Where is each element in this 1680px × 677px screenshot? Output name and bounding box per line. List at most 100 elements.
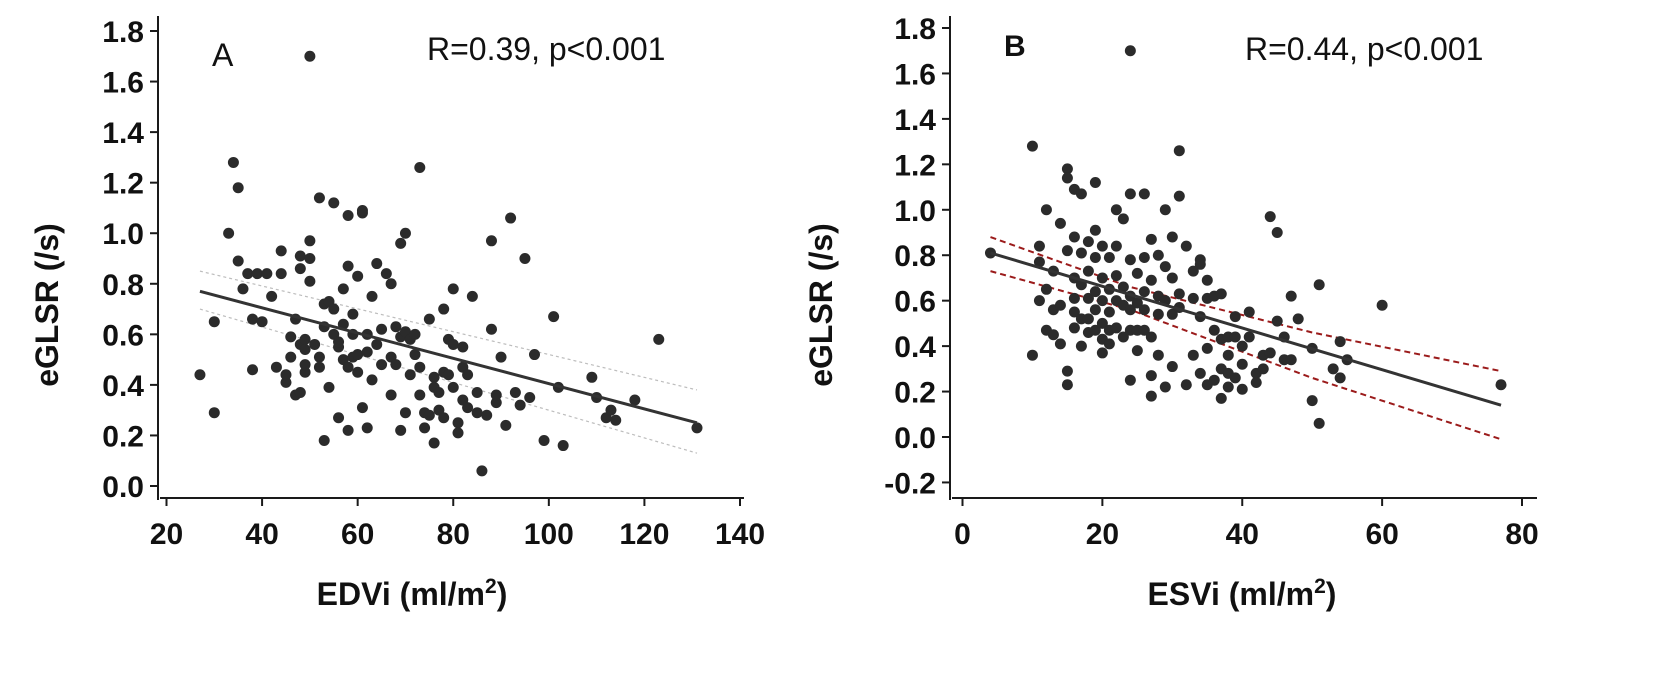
x-axis-title-b-sup: 2 xyxy=(1314,575,1326,598)
data-point-a xyxy=(447,283,459,295)
data-point-b xyxy=(1124,254,1136,266)
data-point-a xyxy=(342,210,354,222)
data-point-b xyxy=(1054,217,1066,229)
data-point-a xyxy=(404,369,416,381)
data-point-b xyxy=(1250,376,1262,388)
x-axis-title-b-main: ESVi (ml/m xyxy=(1148,576,1315,612)
data-point-a xyxy=(390,321,402,333)
data-point-b xyxy=(1201,274,1213,286)
data-point-b xyxy=(1173,288,1185,300)
data-point-b xyxy=(1068,231,1080,243)
data-point-b xyxy=(1187,349,1199,361)
y-tick-label-a: 0.8 xyxy=(102,269,144,302)
data-point-b xyxy=(1131,297,1143,309)
data-point-a xyxy=(304,275,316,287)
data-point-a xyxy=(270,361,282,373)
x-tick-label-b: 0 xyxy=(954,518,971,551)
data-point-b xyxy=(1061,172,1073,184)
data-point-a xyxy=(466,290,478,302)
data-point-a xyxy=(232,255,244,267)
data-point-b xyxy=(1096,317,1108,329)
data-point-b xyxy=(1145,390,1157,402)
data-point-a xyxy=(423,313,435,325)
data-point-b xyxy=(1026,140,1038,152)
data-point-b xyxy=(1159,204,1171,216)
data-point-a xyxy=(538,435,550,446)
data-point-b xyxy=(1271,315,1283,327)
data-point-b xyxy=(1159,261,1171,273)
data-point-b xyxy=(1054,338,1066,350)
data-point-b xyxy=(1208,324,1220,336)
data-point-b xyxy=(1033,295,1045,307)
x-axis-title-a-sup: 2 xyxy=(485,575,497,598)
data-point-b xyxy=(1033,256,1045,268)
data-point-b xyxy=(1187,292,1199,304)
data-point-a xyxy=(548,311,560,323)
data-point-b xyxy=(1124,188,1136,200)
data-point-a xyxy=(342,361,354,373)
data-point-b xyxy=(1054,299,1066,311)
data-point-a xyxy=(247,364,259,376)
data-point-b xyxy=(1131,345,1143,357)
data-point-b xyxy=(1138,251,1150,263)
data-point-a xyxy=(313,361,325,373)
data-point-b xyxy=(1166,231,1178,243)
data-point-a xyxy=(223,227,235,239)
data-point-b xyxy=(1068,292,1080,304)
data-point-a xyxy=(519,253,531,264)
data-point-a xyxy=(376,359,388,371)
data-point-b xyxy=(1229,311,1241,323)
data-point-a xyxy=(428,371,440,383)
y-tick-label-b: -0.2 xyxy=(884,467,936,500)
data-point-b xyxy=(1082,292,1094,304)
data-point-b xyxy=(1110,204,1122,216)
y-tick-label-b: 1.0 xyxy=(894,195,936,228)
y-axis-title-b: eGLSR (/s) xyxy=(803,223,839,387)
data-point-b xyxy=(1145,233,1157,245)
data-point-b xyxy=(1222,349,1234,361)
data-point-b xyxy=(1131,267,1143,279)
data-point-a xyxy=(227,156,239,168)
data-point-b xyxy=(1061,245,1073,257)
data-point-b xyxy=(1117,331,1129,343)
data-point-b xyxy=(1089,177,1101,189)
data-point-b xyxy=(1201,342,1213,354)
data-point-a xyxy=(414,389,426,401)
data-point-b xyxy=(1215,288,1227,300)
data-point-b xyxy=(1236,383,1248,395)
y-tick-label-a: 1.4 xyxy=(102,117,144,150)
data-point-a xyxy=(337,318,349,330)
x-axis-title-a-end: ) xyxy=(497,576,508,612)
data-point-a xyxy=(294,250,306,262)
data-point-a xyxy=(485,235,497,247)
data-point-b xyxy=(1061,163,1073,175)
y-tick-label-a: 1.8 xyxy=(102,16,144,49)
ci-upper-line-b xyxy=(990,236,1502,373)
data-point-a xyxy=(371,338,383,350)
y-tick-label-a: 0.4 xyxy=(102,370,144,403)
data-point-b xyxy=(1313,279,1325,291)
data-point-b xyxy=(1145,370,1157,382)
data-point-b xyxy=(1271,227,1283,238)
data-point-a xyxy=(342,260,354,272)
data-point-a xyxy=(208,407,220,419)
data-point-b xyxy=(1096,272,1108,284)
data-point-b xyxy=(1089,251,1101,263)
data-point-b xyxy=(1145,274,1157,286)
data-point-a xyxy=(438,303,450,315)
data-point-b xyxy=(1236,358,1248,370)
data-point-b xyxy=(1089,224,1101,236)
annotation-a: R=0.39, p<0.001 xyxy=(427,31,665,67)
data-point-b xyxy=(1194,367,1206,379)
data-point-a xyxy=(476,465,488,477)
ci-lower-line-a xyxy=(199,308,698,454)
data-point-a xyxy=(232,182,244,194)
data-point-a xyxy=(328,303,340,315)
data-point-a xyxy=(390,359,402,371)
x-axis-title-a-main: EDVi (ml/m xyxy=(317,576,485,612)
data-point-b xyxy=(1180,379,1192,391)
data-point-a xyxy=(275,268,287,280)
data-point-a xyxy=(452,427,464,439)
x-tick-label-a: 100 xyxy=(524,518,574,551)
data-point-a xyxy=(457,341,469,353)
